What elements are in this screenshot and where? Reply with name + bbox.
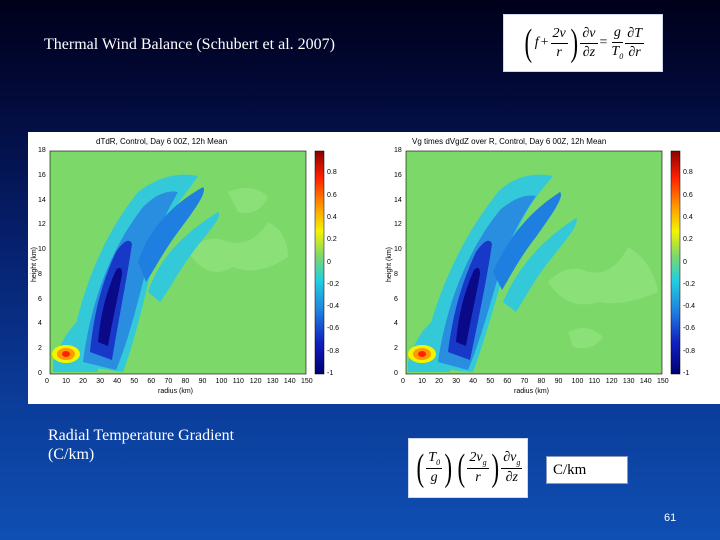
right-ylabel: height (km) [386,246,393,282]
x-tick-label: 130 [622,378,635,385]
y-tick-label: 0 [394,370,398,377]
x-tick-label: 30 [96,378,104,385]
y-tick-label: 2 [394,345,398,353]
colorbar-tick-label: 0.8 [327,169,337,177]
colorbar-tick-label: -0.2 [683,280,696,288]
left-ylabel: height (km) [31,246,38,282]
colorbar-tick-label: 0.6 [683,191,693,199]
colorbar-tick-label: 0.8 [683,169,693,177]
x-tick-label: 0 [401,378,405,385]
left-xlabel: radius (km) [158,388,194,395]
x-tick-label: 110 [588,378,600,385]
y-tick-label: 8 [394,270,398,278]
y-tick-label: 12 [38,221,46,229]
y-tick-label: 4 [394,320,398,328]
y-tick-label: 6 [38,295,42,303]
colorbar-tick-label: 0.4 [683,213,693,221]
x-tick-label: 50 [486,378,495,385]
y-tick-label: 18 [394,147,402,154]
y-tick-label: 16 [38,171,46,179]
caption-line-2: (C/km) [48,446,95,463]
y-tick-label: 14 [394,196,402,204]
thermal-wind-equation: ( f + 2v r ) ∂v ∂z = g T0 ∂T ∂r [503,14,663,72]
x-tick-label: 60 [503,378,512,385]
x-tick-label: 120 [605,378,618,385]
colorbar-tick-label: 0.6 [327,191,337,199]
right-colorbar [670,150,681,375]
figure-panels: dTdR, Control, Day 6 00Z, 12h Mean Vg ti… [28,132,720,404]
x-tick-label: 80 [181,378,190,385]
x-tick-label: 80 [537,378,546,385]
unit-box: C/km [546,456,628,484]
geostrophic-equation: ( T0 g ) ( 2vg r ) ∂vg ∂z [408,438,528,498]
slide-title: Thermal Wind Balance (Schubert et al. 20… [44,36,335,53]
colorbar-tick-label: -1 [327,370,334,377]
y-tick-label: 10 [394,246,402,254]
x-tick-label: 60 [147,378,156,385]
colorbar-tick-label: -0.2 [327,280,340,288]
colorbar-tick-label: -0.8 [683,347,696,355]
caption-line-1: Radial Temperature Gradient [48,427,235,444]
x-tick-label: 100 [571,378,584,385]
x-tick-label: 40 [113,378,122,385]
x-tick-label: 10 [418,378,426,385]
x-tick-label: 20 [79,378,87,385]
colorbar-tick-label: -0.4 [327,303,340,311]
x-tick-label: 130 [266,378,279,385]
colorbar-tick-label: -1 [683,370,690,377]
x-tick-label: 90 [198,378,207,385]
x-tick-label: 0 [45,378,49,385]
colorbar-tick-label: 0.2 [327,236,337,244]
y-tick-label: 6 [394,295,398,303]
y-tick-label: 18 [38,147,46,154]
x-tick-label: 20 [435,378,443,385]
figure-svg [49,150,681,375]
colorbar-tick-label: 0.2 [683,236,693,244]
left-colorbar [314,150,325,375]
x-tick-label: 140 [639,378,652,385]
right-panel-title: Vg times dVgdZ over R, Control, Day 6 00… [412,137,607,146]
colorbar-tick-label: -0.8 [327,347,340,355]
caption: Radial Temperature Gradient (C/km) [48,426,234,464]
x-tick-label: 120 [249,378,262,385]
x-tick-label: 110 [232,378,244,385]
right-xlabel: radius (km) [514,388,550,395]
y-tick-label: 10 [38,246,46,254]
left-panel-title: dTdR, Control, Day 6 00Z, 12h Mean [96,137,228,146]
y-tick-label: 0 [38,370,42,377]
x-tick-label: 30 [452,378,460,385]
colorbar-tick-label: -0.6 [683,325,696,333]
y-tick-label: 4 [38,320,42,328]
right-heatmap [405,150,681,375]
colorbar-tick-label: 0.4 [327,213,337,221]
x-tick-label: 150 [657,378,669,385]
x-tick-label: 100 [215,378,228,385]
x-tick-label: 50 [130,378,139,385]
x-tick-label: 40 [469,378,478,385]
y-tick-label: 12 [394,221,402,229]
colorbar-tick-label: 0 [327,258,331,266]
colorbar-tick-label: -0.4 [683,303,696,311]
left-heatmap [49,150,325,375]
y-tick-label: 16 [394,171,402,179]
x-tick-label: 70 [164,378,173,385]
x-tick-label: 10 [62,378,70,385]
y-tick-label: 2 [38,345,42,353]
y-tick-label: 8 [38,270,42,278]
x-tick-label: 150 [301,378,313,385]
page-number: 61 [664,512,677,524]
y-tick-label: 14 [38,196,46,204]
colorbar-tick-label: -0.6 [327,325,340,333]
colorbar-tick-label: 0 [683,258,687,266]
x-tick-label: 140 [283,378,296,385]
x-tick-label: 70 [520,378,529,385]
x-tick-label: 90 [554,378,563,385]
